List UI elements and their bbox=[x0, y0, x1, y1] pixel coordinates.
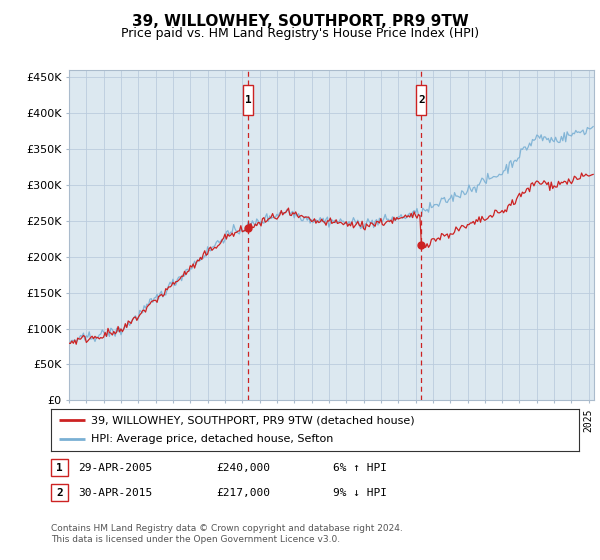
Text: HPI: Average price, detached house, Sefton: HPI: Average price, detached house, Seft… bbox=[91, 435, 333, 445]
Text: 30-APR-2015: 30-APR-2015 bbox=[78, 488, 152, 498]
Text: 6% ↑ HPI: 6% ↑ HPI bbox=[333, 463, 387, 473]
Text: This data is licensed under the Open Government Licence v3.0.: This data is licensed under the Open Gov… bbox=[51, 535, 340, 544]
Text: 9% ↓ HPI: 9% ↓ HPI bbox=[333, 488, 387, 498]
Text: 2: 2 bbox=[418, 95, 425, 105]
Text: Contains HM Land Registry data © Crown copyright and database right 2024.: Contains HM Land Registry data © Crown c… bbox=[51, 524, 403, 533]
Text: 2: 2 bbox=[56, 488, 63, 498]
Text: 39, WILLOWHEY, SOUTHPORT, PR9 9TW: 39, WILLOWHEY, SOUTHPORT, PR9 9TW bbox=[131, 14, 469, 29]
Text: 39, WILLOWHEY, SOUTHPORT, PR9 9TW (detached house): 39, WILLOWHEY, SOUTHPORT, PR9 9TW (detac… bbox=[91, 415, 414, 425]
Text: £240,000: £240,000 bbox=[216, 463, 270, 473]
Text: 1: 1 bbox=[56, 463, 63, 473]
FancyBboxPatch shape bbox=[243, 85, 253, 115]
Text: Price paid vs. HM Land Registry's House Price Index (HPI): Price paid vs. HM Land Registry's House … bbox=[121, 27, 479, 40]
Text: 1: 1 bbox=[245, 95, 251, 105]
FancyBboxPatch shape bbox=[416, 85, 426, 115]
Text: £217,000: £217,000 bbox=[216, 488, 270, 498]
Text: 29-APR-2005: 29-APR-2005 bbox=[78, 463, 152, 473]
